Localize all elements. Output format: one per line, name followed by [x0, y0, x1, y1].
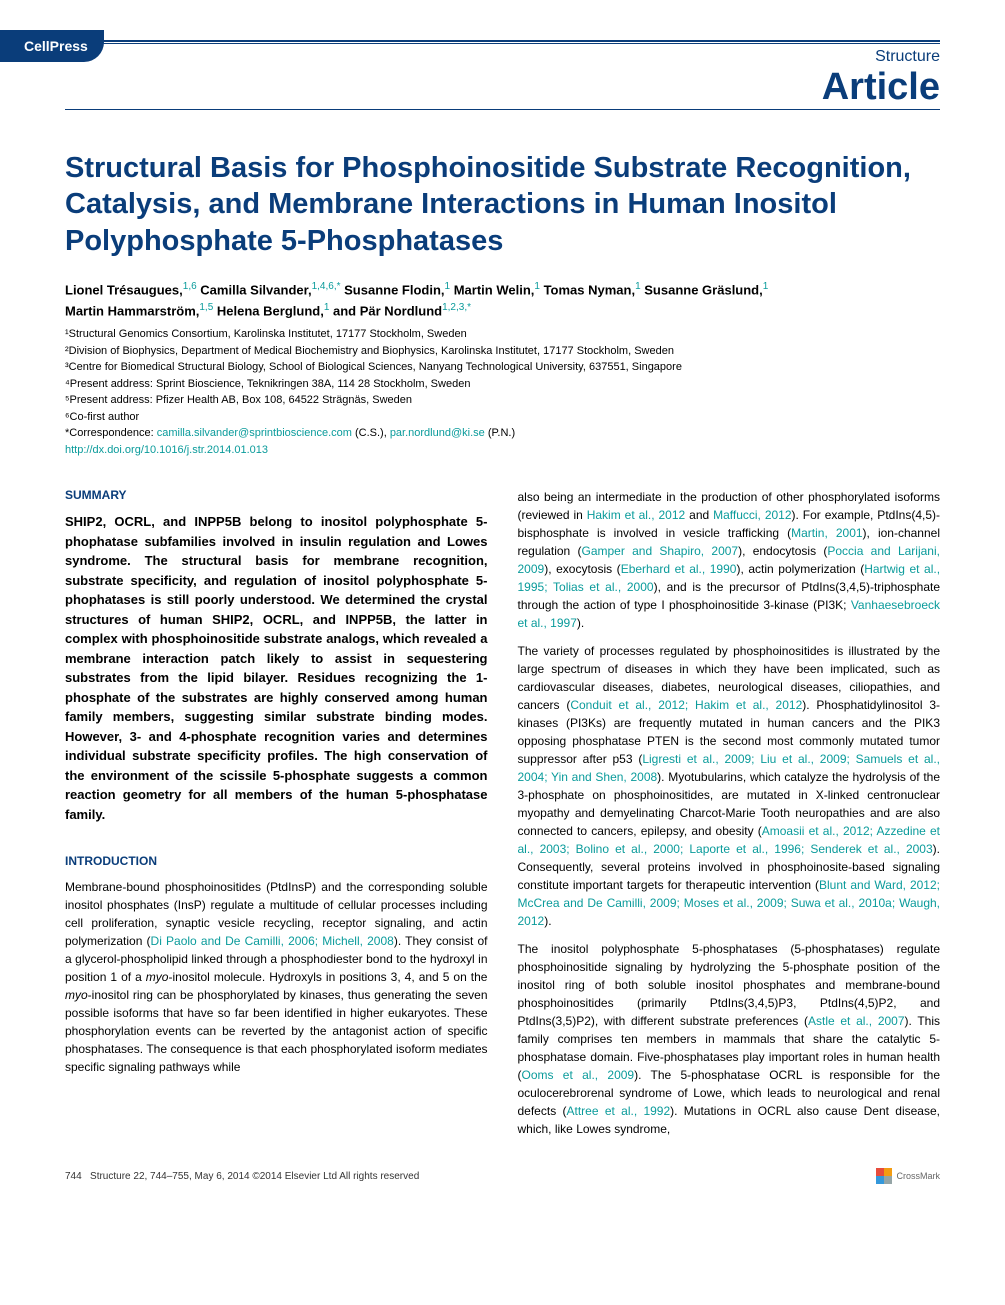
email-link[interactable]: par.nordlund@ki.se	[390, 427, 485, 439]
author-affil-sup: 1	[635, 281, 641, 292]
affiliation-line: ¹Structural Genomics Consortium, Karolin…	[65, 326, 940, 343]
body-span: and	[685, 508, 713, 522]
body-span: ), actin polymerization (	[736, 562, 864, 576]
corr-label: *Correspondence:	[65, 427, 157, 439]
citation-link[interactable]: Hakim et al., 2012	[587, 508, 686, 522]
author-affil-sup: 1,6	[183, 281, 197, 292]
citation-link[interactable]: Ooms et al., 2009	[522, 1068, 635, 1082]
author-name: Tomas Nyman,	[544, 282, 636, 297]
affiliation-line: ³Centre for Biomedical Structural Biolog…	[65, 359, 940, 376]
email-link[interactable]: camilla.silvander@sprintbioscience.com	[157, 427, 352, 439]
intro-paragraph: Membrane-bound phosphoinositides (PtdIns…	[65, 878, 488, 1076]
doi-link[interactable]: http://dx.doi.org/10.1016/j.str.2014.01.…	[65, 442, 940, 459]
article-title: Structural Basis for Phosphoinositide Su…	[65, 150, 940, 259]
footer-citation-text: Structure 22, 744–755, May 6, 2014 ©2014…	[90, 1171, 419, 1182]
author-affil-sup: 1,2,3,*	[442, 302, 471, 313]
body-paragraph: The inositol polyphosphate 5-phosphatase…	[518, 940, 941, 1138]
article-type: Article	[65, 66, 940, 109]
citation-link[interactable]: Eberhard et al., 1990	[621, 562, 737, 576]
page-number: 744	[65, 1171, 82, 1182]
affiliations: ¹Structural Genomics Consortium, Karolin…	[65, 326, 940, 458]
affiliation-line: ²Division of Biophysics, Department of M…	[65, 343, 940, 360]
summary-text: SHIP2, OCRL, and INPP5B belong to inosit…	[65, 512, 488, 824]
author-affil-sup: 1	[445, 281, 451, 292]
affiliation-line: ⁴Present address: Sprint Bioscience, Tek…	[65, 376, 940, 393]
page-footer: 744 Structure 22, 744–755, May 6, 2014 ©…	[65, 1168, 940, 1184]
body-span: ), endocytosis (	[738, 544, 827, 558]
author-affil-sup: 1	[534, 281, 540, 292]
affiliation-line: ⁶Co-first author	[65, 409, 940, 426]
author-name: Camilla Silvander,	[200, 282, 311, 297]
correspondence: *Correspondence: camilla.silvander@sprin…	[65, 425, 940, 442]
citation-link[interactable]: Martin, 2001	[791, 526, 862, 540]
author-affil-sup: 1	[763, 281, 769, 292]
journal-name: Structure	[65, 48, 940, 66]
left-column: SUMMARY SHIP2, OCRL, and INPP5B belong t…	[65, 488, 488, 1138]
italic-text: myo	[146, 970, 169, 984]
corr-text: (C.S.),	[352, 427, 390, 439]
author-name: Susanne Flodin,	[344, 282, 444, 297]
body-span: ).	[544, 914, 551, 928]
author-affil-sup: 1	[324, 302, 330, 313]
affiliation-line: ⁵Present address: Pfizer Health AB, Box …	[65, 392, 940, 409]
body-paragraph: The variety of processes regulated by ph…	[518, 642, 941, 930]
author-name: Susanne Gräslund,	[644, 282, 762, 297]
author-name: and Pär Nordlund	[333, 303, 442, 318]
author-name: Helena Berglund,	[217, 303, 324, 318]
author-name: Lionel Trésaugues,	[65, 282, 183, 297]
body-span: -inositol ring can be phosphorylated by …	[65, 988, 488, 1074]
citation-link[interactable]: Gamper and Shapiro, 2007	[581, 544, 738, 558]
author-name: Martin Welin,	[454, 282, 535, 297]
publisher-badge: CellPress	[0, 30, 104, 62]
citation-link[interactable]: Astle et al., 2007	[808, 1014, 905, 1028]
header-right: Structure Article	[65, 40, 940, 110]
footer-citation: 744 Structure 22, 744–755, May 6, 2014 ©…	[65, 1171, 419, 1182]
body-span: ), exocytosis (	[544, 562, 620, 576]
citation-link[interactable]: Attree et al., 1992	[567, 1104, 671, 1118]
author-name: Martin Hammarström,	[65, 303, 199, 318]
right-column: also being an intermediate in the produc…	[518, 488, 941, 1138]
intro-heading: INTRODUCTION	[65, 854, 488, 868]
summary-heading: SUMMARY	[65, 488, 488, 502]
author-affil-sup: 1,5	[199, 302, 213, 313]
article-body: SUMMARY SHIP2, OCRL, and INPP5B belong t…	[65, 488, 940, 1138]
body-paragraph: also being an intermediate in the produc…	[518, 488, 941, 632]
citation-link[interactable]: Maffucci, 2012	[713, 508, 791, 522]
crossmark-label: CrossMark	[896, 1171, 940, 1181]
body-span: -inositol molecule. Hydroxyls in positio…	[168, 970, 487, 984]
citation-link[interactable]: Conduit et al., 2012; Hakim et al., 2012	[570, 698, 802, 712]
author-affil-sup: 1,4,6,*	[312, 281, 341, 292]
corr-text: (P.N.)	[485, 427, 515, 439]
crossmark-icon	[876, 1168, 892, 1184]
body-span: ).	[577, 616, 584, 630]
authors: Lionel Trésaugues,1,6 Camilla Silvander,…	[65, 279, 940, 321]
italic-text: myo	[65, 988, 88, 1002]
citation-link[interactable]: Di Paolo and De Camilli, 2006; Michell, …	[151, 934, 394, 948]
crossmark-badge[interactable]: CrossMark	[876, 1168, 940, 1184]
